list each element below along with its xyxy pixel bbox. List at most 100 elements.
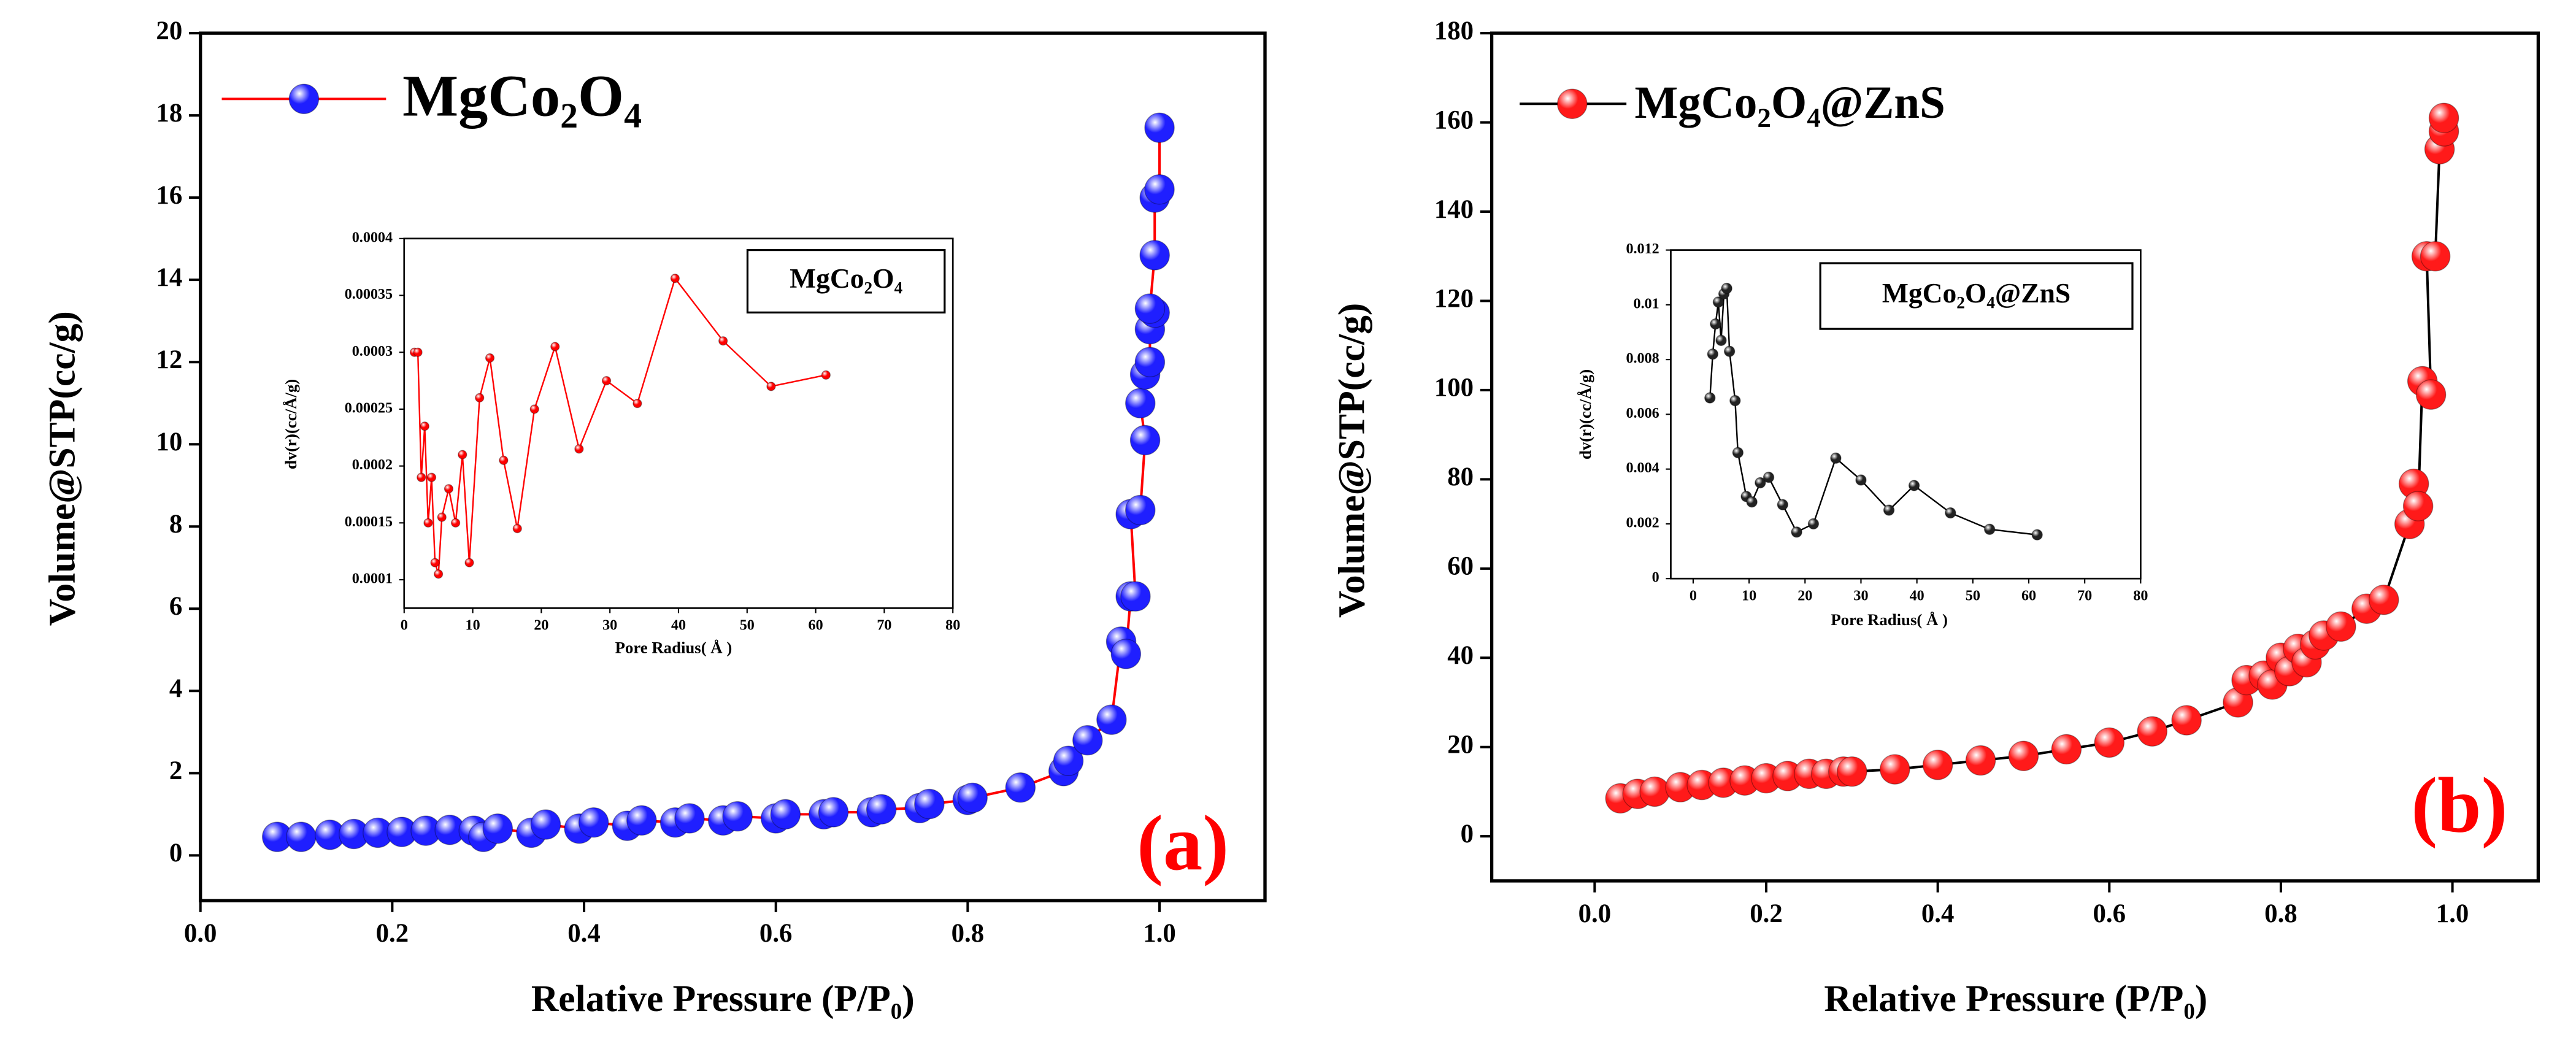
data-point bbox=[458, 450, 467, 459]
data-point bbox=[957, 782, 988, 813]
x-tick-label: 0.0 bbox=[184, 919, 217, 948]
data-point bbox=[1922, 750, 1953, 780]
y-axis-label: Volume@STP(cc/g) bbox=[1331, 303, 1372, 618]
data-point bbox=[770, 799, 801, 830]
y-tick-label: 40 bbox=[1447, 641, 1474, 670]
x-tick-label: 0 bbox=[1690, 588, 1697, 604]
data-point bbox=[1723, 345, 1736, 357]
data-point bbox=[670, 274, 680, 283]
data-point bbox=[430, 558, 440, 567]
x-tick-label: 30 bbox=[602, 618, 617, 634]
y-tick-label: 0.006 bbox=[1626, 406, 1659, 421]
data-point bbox=[1120, 581, 1151, 612]
data-point bbox=[2368, 584, 2399, 615]
y-tick-label: 8 bbox=[169, 510, 182, 539]
y-tick-label: 18 bbox=[156, 99, 182, 128]
x-tick-label: 0.8 bbox=[2264, 899, 2297, 928]
y-tick-label: 14 bbox=[156, 263, 182, 292]
y-axis-label: Volume@STP(cc/g) bbox=[41, 311, 83, 626]
annotation: (a) bbox=[1137, 799, 1229, 886]
legend-label: MgCo₂O₄@ZnS bbox=[1635, 77, 1945, 128]
data-point bbox=[499, 455, 509, 465]
data-point bbox=[475, 393, 485, 403]
data-point bbox=[417, 472, 426, 482]
y-tick-label: 0.002 bbox=[1626, 515, 1659, 531]
y-tick-label: 2 bbox=[169, 756, 182, 785]
data-point bbox=[437, 512, 447, 522]
data-point bbox=[426, 472, 437, 482]
y-tick-label: 0.0001 bbox=[352, 571, 393, 587]
data-point bbox=[434, 569, 444, 579]
data-point bbox=[1855, 474, 1867, 486]
x-axis-label: Pore Radius( Å ) bbox=[615, 638, 732, 656]
data-point bbox=[626, 805, 657, 836]
data-point bbox=[1746, 496, 1758, 508]
data-point bbox=[1983, 523, 1996, 536]
y-tick-label: 0.0004 bbox=[352, 229, 393, 245]
y-tick-label: 0.012 bbox=[1626, 241, 1659, 257]
data-point bbox=[578, 807, 609, 838]
data-point bbox=[1144, 174, 1175, 205]
plot-frame bbox=[199, 31, 1267, 902]
y-tick-label: 16 bbox=[156, 181, 182, 210]
data-point bbox=[2402, 491, 2434, 521]
x-tick-label: 60 bbox=[2021, 588, 2036, 604]
data-point bbox=[1707, 348, 1719, 360]
data-point bbox=[1704, 392, 1716, 404]
data-point bbox=[413, 347, 423, 357]
series-line bbox=[1709, 285, 2037, 536]
x-tick-label: 0.4 bbox=[567, 919, 601, 948]
data-point bbox=[1053, 745, 1084, 776]
x-tick-label: 10 bbox=[466, 618, 480, 634]
x-tick-label: 10 bbox=[1742, 588, 1756, 604]
data-point bbox=[1908, 480, 1920, 491]
y-tick-label: 0.004 bbox=[1626, 460, 1659, 476]
data-point bbox=[1712, 296, 1724, 308]
y-tick-label: 0.01 bbox=[1634, 296, 1659, 312]
annotation: MgCo₂O₄@ZnS bbox=[1882, 277, 2070, 309]
data-point bbox=[2137, 716, 2167, 747]
y-tick-label: 20 bbox=[1447, 731, 1474, 759]
data-point bbox=[423, 518, 433, 528]
data-point bbox=[2094, 727, 2125, 758]
data-point bbox=[632, 399, 642, 409]
x-tick-label: 70 bbox=[877, 618, 891, 634]
legend-marker bbox=[1557, 88, 1588, 120]
data-point bbox=[821, 370, 831, 380]
x-tick-label: 80 bbox=[945, 618, 960, 634]
data-point bbox=[1005, 772, 1036, 803]
y-tick-label: 0.0003 bbox=[352, 344, 393, 359]
data-point bbox=[574, 444, 584, 454]
data-point bbox=[530, 809, 561, 840]
annotation: MgCo₂O₄ bbox=[790, 263, 902, 294]
x-axis-label: Pore Radius( Å ) bbox=[1831, 610, 1948, 629]
data-point bbox=[718, 336, 728, 346]
data-point bbox=[1715, 334, 1727, 347]
x-axis-label: Relative Pressure (P/P₀) bbox=[1824, 978, 2207, 1020]
data-point bbox=[2171, 705, 2202, 736]
y-axis-label: dv(r)(cc/Å/g) bbox=[282, 379, 300, 469]
data-point bbox=[529, 404, 539, 414]
data-point bbox=[1639, 776, 1670, 807]
series-line bbox=[414, 277, 826, 575]
x-tick-label: 0.6 bbox=[2093, 899, 2126, 928]
y-tick-label: 0.0002 bbox=[352, 457, 393, 473]
x-tick-label: 1.0 bbox=[2436, 899, 2469, 928]
annotation-box bbox=[746, 248, 946, 313]
y-tick-label: 180 bbox=[1434, 17, 1474, 45]
x-tick-label: 80 bbox=[2133, 588, 2148, 604]
x-tick-label: 0.2 bbox=[1750, 899, 1783, 928]
data-point bbox=[1732, 447, 1744, 459]
data-point bbox=[2420, 240, 2451, 272]
data-point bbox=[1807, 518, 1820, 530]
data-point bbox=[1945, 507, 1956, 519]
y-axis-label: dv(r)(cc/Å/g) bbox=[1576, 369, 1594, 459]
data-point bbox=[482, 813, 513, 844]
y-tick-label: 120 bbox=[1434, 284, 1474, 313]
x-tick-label: 0.6 bbox=[759, 919, 793, 948]
x-tick-label: 50 bbox=[1966, 588, 1980, 604]
x-tick-label: 1.0 bbox=[1143, 919, 1176, 948]
data-point bbox=[1144, 112, 1175, 144]
data-point bbox=[1134, 293, 1166, 324]
